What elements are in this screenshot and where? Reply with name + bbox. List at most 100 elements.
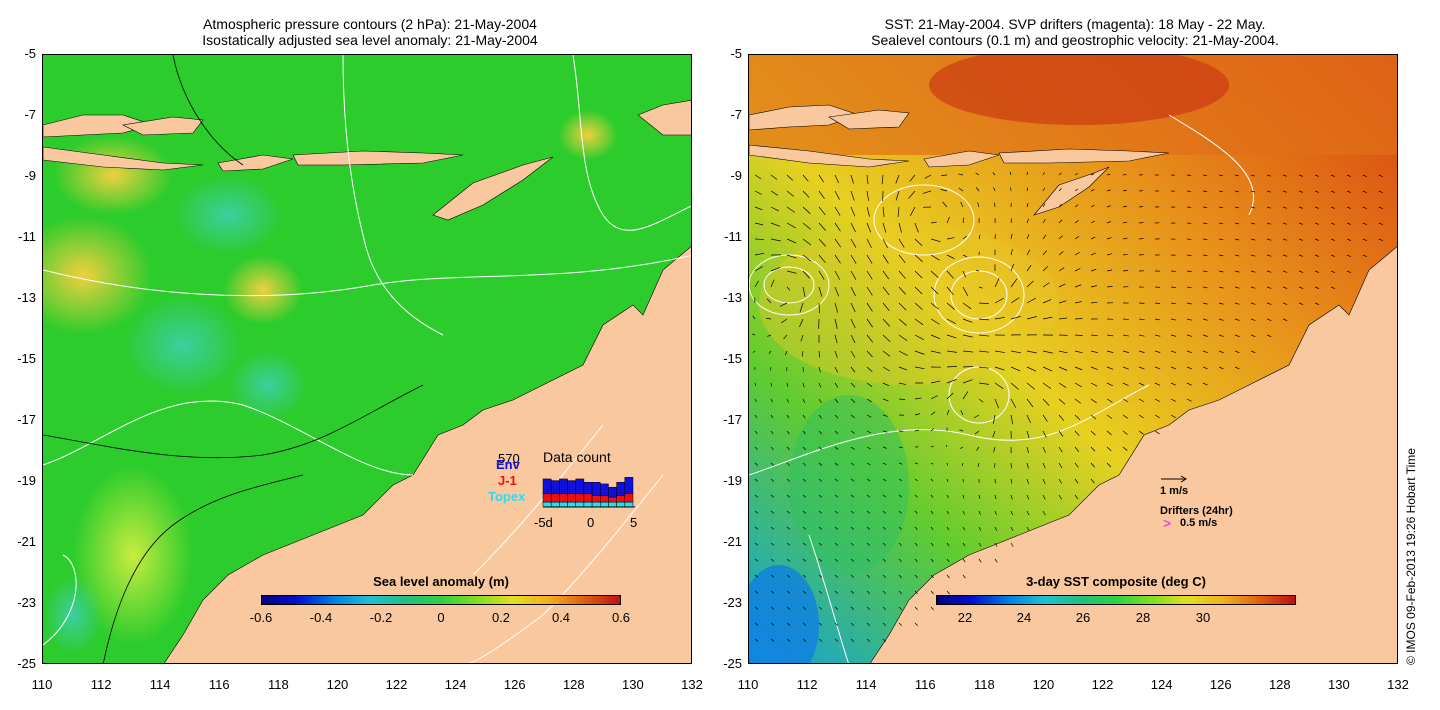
velocity-arrow bbox=[802, 446, 806, 451]
velocity-arrow bbox=[1026, 234, 1030, 240]
velocity-arrow bbox=[958, 173, 964, 176]
velocity-arrow bbox=[1090, 446, 1096, 452]
velocity-arrow bbox=[898, 350, 908, 356]
velocity-arrow bbox=[1010, 316, 1021, 320]
velocity-arrow bbox=[930, 411, 936, 416]
velocity-arrow bbox=[882, 270, 890, 280]
velocity-arrow bbox=[1042, 350, 1053, 354]
velocity-arrow bbox=[802, 382, 805, 388]
j1-bar bbox=[567, 493, 576, 503]
env-bar bbox=[559, 478, 568, 495]
velocity-arrow bbox=[914, 413, 921, 416]
velocity-arrow bbox=[786, 558, 791, 562]
velocity-arrow bbox=[850, 366, 856, 373]
velocity-arrow bbox=[802, 174, 809, 182]
velocity-arrow bbox=[850, 382, 856, 388]
y-axis-tick-right: -17 bbox=[723, 412, 742, 427]
velocity-arrow bbox=[914, 366, 925, 370]
velocity-arrow bbox=[834, 414, 839, 419]
velocity-arrow bbox=[1010, 542, 1014, 547]
velocity-arrow bbox=[1154, 350, 1161, 353]
velocity-arrow bbox=[850, 222, 856, 233]
velocity-arrow bbox=[1010, 218, 1013, 224]
velocity-arrow bbox=[1250, 302, 1256, 305]
velocity-arrow bbox=[962, 494, 965, 499]
velocity-arrow bbox=[1282, 318, 1288, 321]
velocity-arrow bbox=[1346, 206, 1352, 209]
velocity-arrow bbox=[1058, 188, 1062, 192]
velocity-arrow bbox=[882, 510, 886, 514]
velocity-arrow bbox=[754, 494, 759, 498]
velocity-arrow bbox=[834, 622, 839, 626]
velocity-arrow bbox=[946, 542, 950, 547]
velocity-arrow bbox=[1138, 414, 1144, 419]
velocity-arrow bbox=[834, 478, 839, 482]
velocity-arrow bbox=[1010, 462, 1012, 469]
velocity-arrow bbox=[799, 318, 804, 328]
velocity-arrow bbox=[930, 286, 939, 295]
velocity-arrow bbox=[754, 446, 758, 450]
velocity-arrow bbox=[962, 318, 973, 323]
y-axis-tick-right: -19 bbox=[723, 473, 742, 488]
velocity-arrow bbox=[882, 462, 887, 465]
velocity-arrow bbox=[834, 302, 839, 313]
velocity-arrow bbox=[1026, 187, 1029, 192]
y-axis-tick-left: -23 bbox=[17, 595, 36, 610]
velocity-arrow bbox=[1250, 206, 1256, 209]
velocity-arrow bbox=[1090, 301, 1098, 304]
velocity-arrow bbox=[1314, 206, 1320, 209]
velocity-arrow bbox=[930, 270, 939, 278]
velocity-arrow bbox=[786, 430, 790, 435]
velocity-arrow bbox=[1074, 268, 1081, 272]
velocity-arrow bbox=[850, 510, 855, 514]
velocity-arrow bbox=[802, 254, 812, 262]
velocity-arrow bbox=[1122, 350, 1129, 353]
velocity-arrow bbox=[1202, 318, 1208, 321]
velocity-arrow bbox=[801, 350, 804, 357]
geostrophic-velocity-field bbox=[752, 171, 1384, 642]
velocity-arrow bbox=[942, 201, 948, 208]
velocity-arrow bbox=[770, 174, 778, 180]
velocity-arrow bbox=[994, 366, 1005, 371]
env-bar bbox=[550, 480, 560, 495]
velocity-arrow bbox=[992, 430, 996, 438]
velocity-arrow bbox=[866, 318, 873, 328]
velocity-arrow bbox=[930, 395, 938, 400]
velocity-arrow bbox=[818, 254, 826, 263]
velocity-arrow bbox=[754, 478, 758, 482]
velocity-arrow bbox=[818, 222, 826, 231]
velocity-arrow bbox=[1042, 187, 1045, 192]
left-title-line1: Atmospheric pressure contours (2 hPa): 2… bbox=[203, 16, 537, 32]
velocity-arrow bbox=[1266, 174, 1272, 177]
velocity-arrow bbox=[882, 302, 890, 311]
velocity-arrow bbox=[962, 286, 969, 296]
velocity-arrow bbox=[1218, 206, 1224, 209]
velocity-arrow bbox=[1138, 318, 1145, 321]
velocity-arrow bbox=[882, 286, 890, 296]
velocity-arrow bbox=[992, 414, 996, 424]
velocity-arrow bbox=[1218, 366, 1224, 370]
velocity-arrow bbox=[818, 206, 826, 216]
velocity-arrow bbox=[866, 302, 873, 312]
left-title-line2: Isostatically adjusted sea level anomaly… bbox=[202, 32, 538, 48]
velocity-arrow bbox=[930, 558, 934, 563]
velocity-arrow bbox=[930, 478, 934, 482]
velocity-arrow bbox=[802, 270, 811, 279]
velocity-arrow bbox=[881, 174, 884, 185]
velocity-arrow bbox=[1010, 510, 1014, 516]
velocity-arrow bbox=[770, 590, 775, 594]
velocity-arrow bbox=[914, 494, 918, 498]
velocity-arrow bbox=[1026, 264, 1032, 272]
velocity-arrow bbox=[1074, 446, 1080, 452]
velocity-arrow bbox=[818, 350, 821, 358]
x-axis-tick-right: 112 bbox=[796, 677, 818, 692]
velocity-arrow bbox=[1026, 218, 1029, 224]
velocity-arrow bbox=[1186, 350, 1192, 354]
topex-bar bbox=[567, 501, 576, 508]
velocity-arrow bbox=[1298, 238, 1304, 241]
velocity-arrow bbox=[1330, 222, 1336, 225]
velocity-arrow bbox=[850, 606, 855, 610]
velocity-arrow bbox=[941, 174, 948, 176]
velocity-arrow bbox=[1298, 222, 1304, 225]
velocity-arrow bbox=[1250, 254, 1256, 257]
